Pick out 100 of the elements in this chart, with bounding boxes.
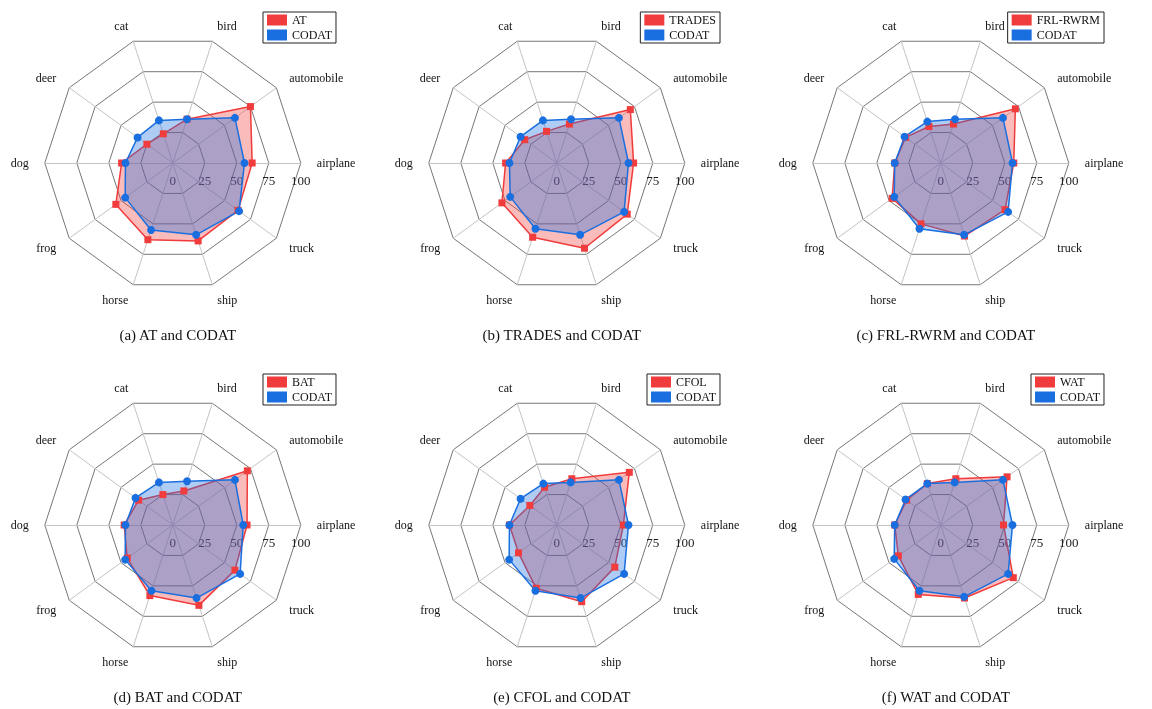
spoke-label: bird — [985, 19, 1005, 34]
legend-label: TRADES — [669, 13, 716, 27]
text: (c) FRL-RWRM and CODAT — [856, 326, 1036, 344]
spoke-label: truck — [1057, 602, 1082, 617]
legend-label: CODAT — [676, 390, 717, 404]
spoke-label: horse — [486, 654, 513, 669]
spoke-label: frog — [36, 602, 57, 617]
y-tick-label: 75 — [646, 535, 660, 550]
spoke-label: dog — [778, 518, 797, 532]
legend-label: WAT — [1060, 375, 1086, 389]
legend-label: CODAT — [292, 390, 333, 404]
text: (a) AT and CODAT — [119, 326, 237, 344]
spoke-label: deer — [803, 433, 825, 448]
spoke-label: airplane — [700, 156, 740, 170]
y-tick-label: 100 — [291, 173, 311, 188]
spoke-label: ship — [985, 292, 1006, 307]
text: (d) BAT and CODAT — [113, 688, 243, 706]
spoke-label: truck — [1057, 240, 1082, 255]
spoke-label: ship — [217, 654, 238, 669]
spoke-label: horse — [870, 292, 897, 307]
y-tick-label: 0 — [169, 535, 177, 550]
legend-label: CODAT — [1036, 28, 1078, 42]
spoke-label: dog — [394, 156, 413, 170]
text: (e) CFOL and CODAT — [493, 688, 631, 706]
spoke-label: cat — [114, 19, 129, 34]
legend-label: CFOL — [676, 375, 707, 389]
spoke-label: truck — [289, 240, 314, 255]
spoke-label: dog — [394, 518, 413, 532]
y-tick-label: 100 — [291, 535, 311, 550]
y-tick-label: 100 — [675, 173, 695, 188]
spoke-label: dog — [778, 156, 797, 170]
spoke-label: deer — [35, 433, 57, 448]
y-tick-label: 100 — [1059, 173, 1079, 188]
spoke-label: frog — [420, 602, 441, 617]
spoke-label: airplane — [700, 518, 740, 532]
y-tick-label: 75 — [1030, 173, 1044, 188]
spoke-label: truck — [673, 240, 698, 255]
spoke-label: frog — [804, 602, 825, 617]
spoke-label: cat — [882, 19, 897, 34]
y-tick-label: 25 — [966, 535, 980, 550]
legend-label: AT — [292, 13, 308, 27]
spoke-label: bird — [601, 381, 621, 396]
spoke-label: frog — [804, 240, 825, 255]
spoke-label: automobile — [673, 71, 728, 86]
spoke-label: horse — [870, 654, 897, 669]
spoke-label: ship — [601, 654, 622, 669]
y-tick-label: 25 — [198, 173, 212, 188]
y-tick-label: 75 — [262, 173, 276, 188]
y-tick-label: 25 — [582, 535, 596, 550]
spoke-label: bird — [985, 381, 1005, 396]
spoke-label: airplane — [1084, 518, 1124, 532]
y-tick-label: 75 — [646, 173, 660, 188]
legend-label: FRL-RWRM — [1036, 13, 1101, 27]
legend-label: CODAT — [292, 28, 333, 42]
spoke-label: cat — [882, 381, 897, 396]
y-tick-label: 75 — [262, 535, 276, 550]
spoke-label: ship — [601, 292, 622, 307]
y-tick-label: 0 — [553, 535, 561, 550]
spoke-label: dog — [10, 518, 29, 532]
spoke-label: bird — [601, 19, 621, 34]
spoke-label: frog — [420, 240, 441, 255]
y-tick-label: 25 — [966, 173, 980, 188]
spoke-label: airplane — [1084, 156, 1124, 170]
y-tick-label: 75 — [1030, 535, 1044, 550]
text: (f) WAT and CODAT — [881, 688, 1010, 706]
y-tick-label: 0 — [169, 173, 177, 188]
spoke-label: bird — [217, 381, 237, 396]
spoke-label: ship — [985, 654, 1006, 669]
spoke-label: truck — [673, 602, 698, 617]
y-tick-label: 25 — [198, 535, 212, 550]
spoke-label: deer — [803, 71, 825, 86]
spoke-label: horse — [102, 292, 129, 307]
spoke-label: deer — [419, 433, 441, 448]
spoke-label: cat — [498, 381, 513, 396]
spoke-label: automobile — [289, 433, 344, 448]
y-tick-label: 0 — [937, 535, 945, 550]
spoke-label: horse — [102, 654, 129, 669]
spoke-label: cat — [114, 381, 129, 396]
spoke-label: automobile — [1057, 433, 1112, 448]
spoke-label: automobile — [1057, 71, 1112, 86]
y-tick-label: 25 — [582, 173, 596, 188]
spoke-label: cat — [498, 19, 513, 34]
spoke-label: dog — [10, 156, 29, 170]
text: (b) TRADES and CODAT — [482, 326, 642, 344]
spoke-label: airplane — [316, 156, 356, 170]
spoke-label: deer — [419, 71, 441, 86]
spoke-label: horse — [486, 292, 513, 307]
spoke-label: automobile — [289, 71, 344, 86]
spoke-label: truck — [289, 602, 314, 617]
spoke-label: deer — [35, 71, 57, 86]
legend-label: CODAT — [1060, 390, 1101, 404]
spoke-label: bird — [217, 19, 237, 34]
spoke-label: automobile — [673, 433, 728, 448]
y-tick-label: 100 — [1059, 535, 1079, 550]
spoke-label: airplane — [316, 518, 356, 532]
y-tick-label: 100 — [675, 535, 695, 550]
spoke-label: ship — [217, 292, 238, 307]
legend-label: CODAT — [669, 28, 710, 42]
y-tick-label: 0 — [553, 173, 561, 188]
legend-label: BAT — [292, 375, 316, 389]
